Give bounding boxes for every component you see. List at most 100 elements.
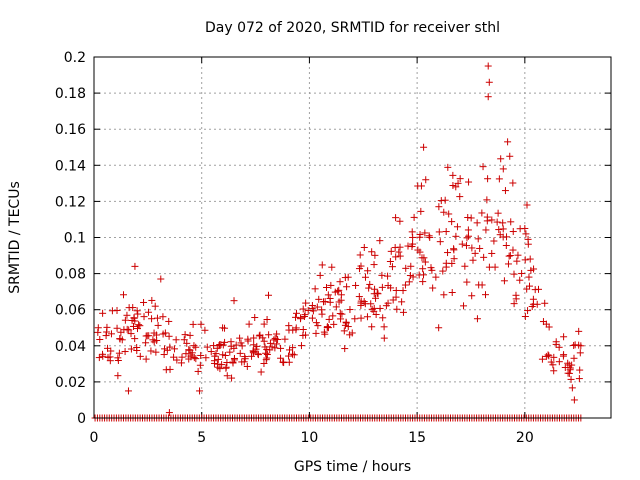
data-point xyxy=(501,187,509,195)
data-point xyxy=(262,349,270,357)
data-point xyxy=(312,329,320,337)
data-point xyxy=(526,255,534,263)
data-point xyxy=(361,273,369,281)
data-point xyxy=(485,263,493,271)
data-point xyxy=(96,335,104,343)
data-point xyxy=(113,324,121,332)
data-point xyxy=(285,322,293,330)
data-point xyxy=(292,309,300,317)
data-point xyxy=(334,287,342,295)
data-point xyxy=(99,350,107,358)
grid xyxy=(94,57,611,418)
data-point xyxy=(416,231,424,239)
data-point xyxy=(257,368,265,376)
data-point xyxy=(308,305,316,313)
data-point xyxy=(140,313,148,321)
data-point xyxy=(479,163,487,171)
data-point xyxy=(370,261,378,269)
data-point xyxy=(560,351,568,359)
data-point xyxy=(474,235,482,243)
data-point xyxy=(330,320,338,328)
data-point xyxy=(266,339,274,347)
data-point xyxy=(448,218,456,226)
data-point xyxy=(564,359,572,367)
x-tick-label: 0 xyxy=(90,430,99,446)
data-point xyxy=(499,225,507,233)
data-point xyxy=(388,263,396,271)
data-point xyxy=(180,336,188,344)
data-point xyxy=(106,357,114,365)
data-point xyxy=(404,242,412,250)
data-point xyxy=(165,409,173,417)
data-point xyxy=(378,271,386,279)
data-point xyxy=(187,353,195,361)
data-point xyxy=(372,294,380,302)
data-point xyxy=(290,351,298,359)
data-point xyxy=(185,346,193,354)
data-point xyxy=(567,375,575,383)
data-point xyxy=(327,281,335,289)
data-point xyxy=(103,323,111,331)
data-point xyxy=(197,351,205,359)
data-point xyxy=(445,210,453,218)
chart-title: Day 072 of 2020, SRMTID for receiver sth… xyxy=(205,20,500,36)
data-point xyxy=(452,232,460,240)
data-point xyxy=(324,291,332,299)
data-point xyxy=(250,341,258,349)
data-point xyxy=(500,277,508,285)
data-point xyxy=(379,314,387,322)
data-point xyxy=(177,359,185,367)
data-point xyxy=(357,301,365,309)
data-point xyxy=(226,348,234,356)
data-point xyxy=(525,273,533,281)
data-point xyxy=(502,242,510,250)
data-point xyxy=(503,233,511,241)
data-point xyxy=(144,308,152,316)
data-point xyxy=(504,260,512,268)
data-point xyxy=(94,324,102,332)
data-point xyxy=(136,352,144,360)
data-point xyxy=(442,259,450,267)
data-point xyxy=(203,343,211,351)
data-point xyxy=(542,320,550,328)
tick-labels: 0 0.02 0.04 0.06 0.08 0.1 0.12 0.14 0.16 0.18 0.2 0… xyxy=(55,50,534,446)
data-point xyxy=(476,244,484,252)
data-point xyxy=(576,349,584,357)
data-point xyxy=(380,323,388,331)
data-point xyxy=(342,318,350,326)
data-point xyxy=(121,348,129,356)
data-point xyxy=(135,321,143,329)
data-point xyxy=(389,296,397,304)
data-point xyxy=(296,315,304,323)
data-point xyxy=(148,315,156,323)
data-point xyxy=(420,143,428,151)
data-point xyxy=(448,288,456,296)
data-point xyxy=(125,326,133,334)
data-point xyxy=(302,299,310,307)
data-point xyxy=(436,238,444,246)
data-point xyxy=(131,262,139,270)
data-point xyxy=(301,311,309,319)
data-point xyxy=(419,278,427,286)
data-point xyxy=(186,331,194,339)
data-point xyxy=(314,322,322,330)
x-tick-label: 20 xyxy=(516,430,534,446)
data-point xyxy=(94,328,102,336)
data-point xyxy=(484,62,492,70)
data-point xyxy=(495,226,503,234)
data-point xyxy=(202,354,210,362)
data-point xyxy=(219,341,227,349)
data-point xyxy=(170,353,178,361)
data-point xyxy=(396,217,404,225)
data-point xyxy=(336,278,344,286)
data-point xyxy=(414,246,422,254)
data-point xyxy=(285,352,293,360)
data-point xyxy=(255,332,263,340)
data-point xyxy=(360,298,368,306)
data-point xyxy=(159,330,167,338)
data-point xyxy=(348,329,356,337)
data-point xyxy=(289,344,297,352)
data-point xyxy=(196,361,204,369)
data-point xyxy=(318,261,326,269)
